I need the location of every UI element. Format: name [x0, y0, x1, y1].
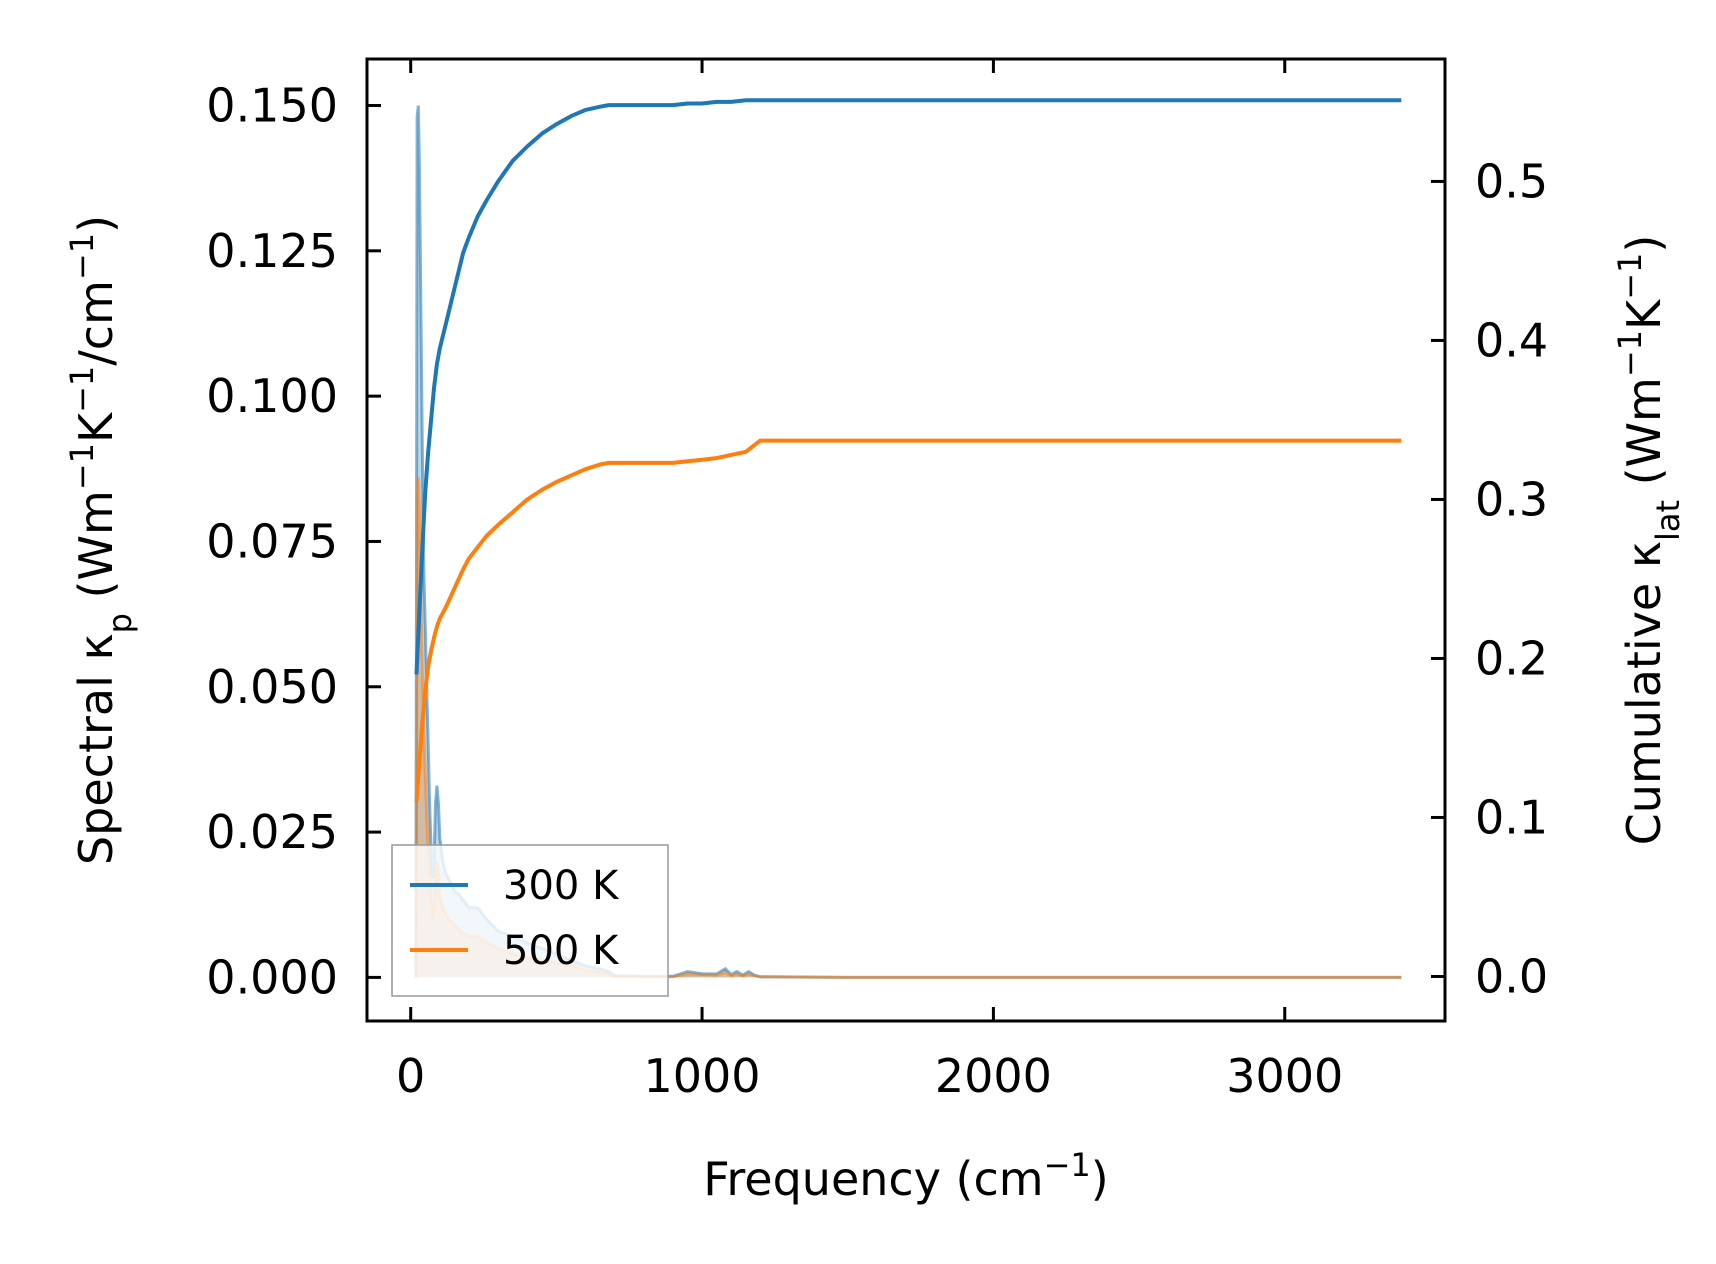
- y-tick-label-right: 0.0: [1475, 949, 1548, 1003]
- tick-layer: [367, 59, 1445, 1021]
- axis-title-part: ): [1091, 1152, 1109, 1206]
- y-axis-right-title: Cumulative κlat (Wm−1K−1): [1611, 235, 1687, 846]
- axis-title-part: Spectral κ: [69, 633, 123, 865]
- y-tick-label-right: 0.3: [1475, 472, 1548, 526]
- y-tick-label-left: 0.100: [206, 369, 338, 423]
- y-tick-label-left: 0.000: [206, 950, 338, 1004]
- legend-box: [391, 844, 669, 997]
- axis-title-part: Frequency (cm: [703, 1152, 1043, 1206]
- x-tick-label: 2000: [935, 1049, 1052, 1103]
- y-tick-label-right: 0.2: [1475, 631, 1548, 685]
- axis-title-part: −1: [63, 366, 101, 413]
- x-tick-label: 3000: [1226, 1049, 1343, 1103]
- axis-title-part: K: [1617, 298, 1671, 330]
- axis-title-part: Cumulative κ: [1617, 541, 1671, 845]
- x-axis-title: Frequency (cm−1): [703, 1146, 1108, 1206]
- y-tick-label-left: 0.075: [206, 514, 338, 568]
- axis-title-part: /cm: [69, 280, 123, 366]
- x-tick-label: 1000: [644, 1049, 761, 1103]
- y-tick-label-right: 0.5: [1475, 154, 1548, 208]
- y-axis-left-title: Spectral κp (Wm−1K−1/cm−1): [63, 215, 139, 865]
- axis-title-part: ): [1617, 235, 1671, 253]
- x-tick-label: 0: [396, 1049, 425, 1103]
- axis-title-part: K: [69, 411, 123, 443]
- y-tick-label-left: 0.025: [206, 805, 338, 859]
- legend-label-500-k: 500 K: [503, 928, 620, 974]
- cumulative-line-300-k: [414, 98, 1402, 675]
- axis-title-part: −1: [63, 233, 101, 280]
- axis-title-part: −1: [1611, 330, 1649, 377]
- legend-label-300-k: 300 K: [503, 863, 620, 909]
- axis-title-part: −1: [63, 443, 101, 490]
- axis-title-part: (Wm: [69, 490, 123, 613]
- axis-title-part: −1: [1611, 253, 1649, 300]
- tick-label-layer: 0 1000 2000 3000 0.000 0.025 0.050 0.075 0.100 0.…: [206, 79, 1548, 1103]
- y-tick-label-left: 0.050: [206, 660, 338, 714]
- axis-title-part: ): [69, 215, 123, 233]
- plot-frame: [365, 57, 1447, 1023]
- axis-title-part: (Wm: [1617, 377, 1671, 500]
- axis-title-part: p: [101, 613, 139, 633]
- axis-title-part: lat: [1649, 500, 1687, 541]
- y-tick-label-left: 0.150: [206, 79, 338, 133]
- y-tick-label-right: 0.1: [1475, 790, 1548, 844]
- cumulative-line-500-k: [414, 438, 1402, 802]
- y-tick-label-right: 0.4: [1475, 313, 1548, 367]
- y-tick-label-left: 0.125: [206, 224, 338, 278]
- legend: 300 K 500 K: [391, 844, 669, 997]
- axis-title-part: −1: [1044, 1146, 1091, 1184]
